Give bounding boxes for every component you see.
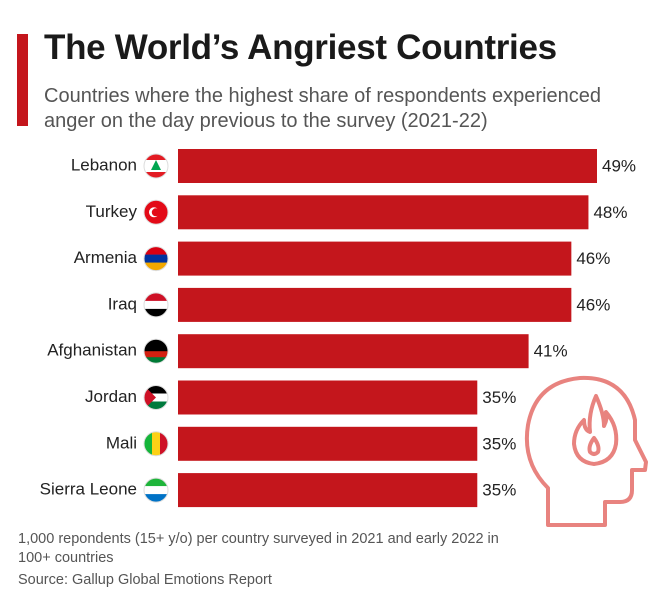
flag-stripe (144, 308, 168, 317)
flag-stripe (144, 357, 168, 364)
flag-stripe (144, 300, 168, 310)
category-label: Jordan (85, 387, 137, 406)
category-label: Mali (106, 433, 137, 452)
title-accent (17, 34, 28, 126)
flag-stripe (144, 401, 168, 410)
flag-stripe (144, 172, 168, 178)
flag (144, 200, 168, 225)
flag-border (143, 292, 169, 318)
flag-stripe (144, 486, 168, 495)
bar (178, 426, 478, 461)
value-label: 46% (576, 249, 610, 268)
flag-stripe (144, 154, 168, 161)
source: Source: Gallup Global Emotions Report (18, 572, 272, 588)
flag-stripe (144, 339, 168, 346)
value-label: 49% (602, 156, 636, 175)
flag (144, 385, 168, 410)
bar (178, 334, 529, 369)
flag-border (143, 385, 169, 410)
bar (178, 287, 572, 322)
flag (144, 339, 168, 364)
chart-title: The World’s Angriest Countries (44, 28, 557, 67)
flag-border (143, 246, 169, 272)
flag (144, 431, 168, 456)
flag-stripe (144, 345, 168, 352)
value-label: 48% (593, 203, 627, 222)
flag-border (143, 477, 169, 503)
head-icon (524, 375, 648, 527)
flag-emblem (144, 385, 156, 410)
flag (144, 246, 168, 271)
bar (178, 195, 589, 230)
footnote: 1,000 repondents (15+ y/o) per country s… (18, 531, 499, 566)
flag (144, 154, 168, 178)
value-label: 35% (482, 481, 516, 500)
flag-stripe (144, 385, 168, 394)
bar (178, 380, 478, 415)
flag-stripe (160, 431, 168, 456)
flag-stripe (144, 246, 168, 255)
value-label: 41% (534, 342, 568, 361)
value-label: 35% (482, 388, 516, 407)
flag-border (143, 431, 169, 457)
category-label: Afghanistan (47, 341, 137, 360)
flag-stripe (144, 494, 168, 503)
category-label: Sierra Leone (40, 480, 137, 499)
flag-stripe (144, 292, 168, 302)
category-label: Lebanon (71, 155, 137, 174)
flag-border (143, 338, 169, 364)
flag-border (143, 153, 169, 179)
flag-border (143, 199, 169, 225)
value-label: 46% (576, 295, 610, 314)
flag-stripe (144, 478, 168, 487)
value-label: 35% (482, 434, 516, 453)
flag-stripe (144, 262, 168, 271)
flag-stripe (152, 431, 160, 456)
bar (178, 241, 572, 276)
bar (178, 473, 478, 508)
chart-subtitle: Countries where the highest share of res… (44, 85, 602, 132)
flag-emblem (151, 208, 160, 217)
flag-stripe (144, 431, 152, 456)
category-label: Turkey (86, 202, 138, 221)
flag (144, 292, 168, 317)
flag-stripe (144, 393, 168, 402)
category-label: Armenia (74, 248, 138, 267)
flag-stripe (144, 351, 168, 358)
flag-emblem (151, 160, 161, 170)
category-label: Iraq (108, 294, 137, 313)
flag-stripe (144, 254, 168, 263)
bar (178, 149, 597, 183)
flag (144, 478, 168, 503)
